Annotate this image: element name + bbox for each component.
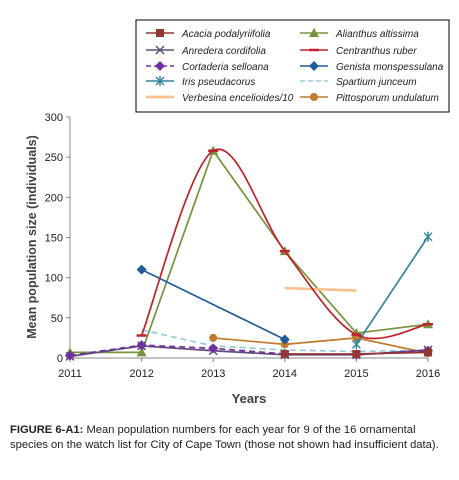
legend-marker bbox=[155, 76, 165, 86]
data-point bbox=[424, 348, 432, 357]
legend-label: Anredera cordifolia bbox=[181, 46, 266, 57]
data-point bbox=[209, 333, 218, 342]
legend-item-verbesina-encelioides-10: Verbesina encelioides/10 bbox=[146, 93, 294, 104]
x-tick-label: 2011 bbox=[58, 368, 82, 380]
legend-item-genista-monspessulana: Genista monspessulana bbox=[300, 61, 444, 73]
series-line bbox=[140, 148, 429, 340]
data-point bbox=[136, 347, 147, 357]
y-tick-label: 200 bbox=[45, 192, 63, 204]
y-tick-label: 300 bbox=[45, 112, 63, 124]
series-line bbox=[213, 337, 429, 355]
series-verbesina-encelioides-10 bbox=[284, 286, 357, 292]
legend-box bbox=[135, 19, 450, 113]
caption-text: Mean population numbers for each year fo… bbox=[10, 424, 439, 451]
x-tick-label: 2012 bbox=[129, 368, 153, 380]
data-point bbox=[351, 339, 361, 350]
series-line bbox=[284, 286, 357, 292]
series-alianthus-altissima bbox=[65, 145, 433, 357]
data-point bbox=[208, 343, 219, 354]
legend-marker bbox=[309, 28, 319, 37]
legend-item-iris-pseudacorus: Iris pseudacorus bbox=[146, 76, 255, 88]
y-tick-label: 100 bbox=[45, 273, 63, 285]
axes: 0 50 100 150 200 250 300 2011 2012 2013 2014 2015 20… bbox=[45, 112, 441, 380]
series-acacia-podalyriifolia bbox=[280, 348, 432, 358]
legend-item-spartium-junceum: Spartium junceum bbox=[300, 77, 417, 88]
legend: Acacia podalyriifolia Alianthus altissima… bbox=[146, 28, 444, 104]
legend-label: Verbesina encelioides/10 bbox=[182, 93, 294, 104]
x-tick-label: 2013 bbox=[201, 368, 225, 380]
x-tick-label: 2014 bbox=[273, 368, 297, 380]
legend-marker bbox=[310, 93, 318, 101]
series-iris-pseudacorus bbox=[351, 231, 433, 350]
data-point bbox=[136, 340, 147, 351]
legend-label: Alianthus altissima bbox=[335, 29, 419, 40]
legend-marker bbox=[155, 45, 165, 55]
x-axis-label: Years bbox=[232, 391, 267, 406]
series-genista-monspessulana bbox=[136, 264, 290, 345]
y-tick-label: 150 bbox=[45, 233, 63, 245]
y-tick-label: 50 bbox=[51, 313, 63, 325]
series-line bbox=[141, 268, 286, 341]
data-point bbox=[279, 334, 290, 345]
series-centranthus-ruber bbox=[136, 148, 433, 340]
legend-label: Iris pseudacorus bbox=[182, 77, 255, 88]
legend-item-anredera-cordifolia: Anredera cordifolia bbox=[146, 45, 266, 57]
legend-label: Acacia podalyriifolia bbox=[181, 29, 271, 40]
y-tick-label: 0 bbox=[57, 353, 63, 365]
legend-item-alianthus-altissima: Alianthus altissima bbox=[300, 28, 419, 40]
series-line bbox=[70, 148, 429, 354]
legend-item-centranthus-ruber: Centranthus ruber bbox=[300, 46, 417, 57]
y-axis-label: Mean population size (individuals) bbox=[25, 135, 39, 339]
y-tick-label: 250 bbox=[45, 152, 63, 164]
data-point bbox=[136, 264, 147, 275]
series-line bbox=[355, 236, 429, 345]
data-point bbox=[423, 231, 433, 242]
legend-label: Centranthus ruber bbox=[336, 46, 417, 57]
data-point bbox=[65, 350, 75, 361]
legend-item-cortaderia-selloana: Cortaderia selloana bbox=[146, 61, 269, 73]
series-line bbox=[69, 344, 429, 357]
legend-item-acacia-podalyriifolia: Acacia podalyriifolia bbox=[146, 29, 271, 40]
legend-label: Spartium junceum bbox=[336, 77, 417, 88]
data-point bbox=[352, 349, 361, 358]
legend-marker bbox=[155, 61, 165, 71]
x-tick-label: 2015 bbox=[344, 368, 368, 380]
figure-caption: FIGURE 6-A1: Mean population numbers for… bbox=[10, 423, 450, 453]
caption-label: FIGURE 6-A1: bbox=[10, 424, 84, 436]
legend-label: Genista monspessulana bbox=[336, 62, 444, 73]
legend-marker bbox=[309, 61, 319, 71]
legend-item-pittosporum-undulatum: Pittosporum undulatum bbox=[300, 93, 439, 104]
plot-area bbox=[65, 145, 433, 361]
data-point bbox=[280, 349, 289, 358]
legend-marker bbox=[156, 29, 164, 37]
legend-label: Pittosporum undulatum bbox=[336, 93, 439, 104]
x-tick-label: 2016 bbox=[416, 368, 440, 380]
legend-label: Cortaderia selloana bbox=[182, 62, 269, 73]
